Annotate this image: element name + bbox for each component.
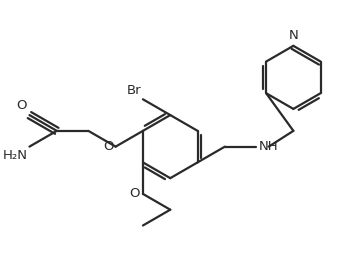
Text: O: O (129, 187, 140, 201)
Text: O: O (16, 99, 26, 112)
Text: Br: Br (126, 84, 141, 97)
Text: N: N (289, 29, 298, 42)
Text: O: O (103, 140, 113, 153)
Text: H₂N: H₂N (3, 149, 28, 162)
Text: NH: NH (259, 140, 278, 153)
